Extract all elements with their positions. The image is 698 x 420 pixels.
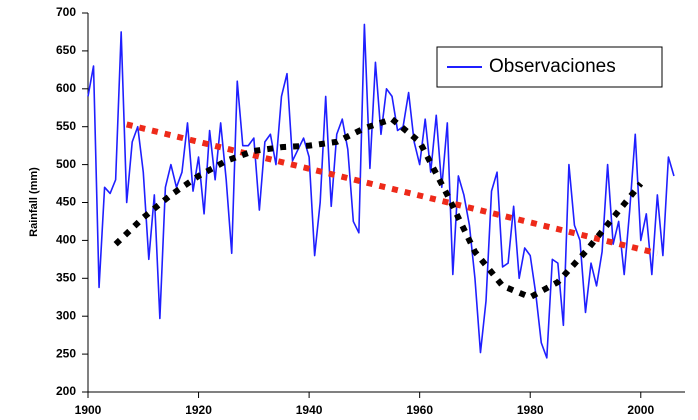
y-tick-label: 300 bbox=[56, 308, 76, 322]
series-line bbox=[113, 116, 644, 301]
y-tick-label: 650 bbox=[56, 43, 76, 57]
x-tick-label: 1980 bbox=[517, 403, 544, 417]
x-tick-label: 1940 bbox=[296, 403, 323, 417]
x-tick-label: 1900 bbox=[75, 403, 102, 417]
x-tick-label: 1960 bbox=[406, 403, 433, 417]
x-tick-label: 2000 bbox=[627, 403, 654, 417]
y-axis-label: Rainfall (mm) bbox=[28, 167, 40, 237]
y-tick-label: 500 bbox=[56, 157, 76, 171]
y-tick-label: 200 bbox=[56, 384, 76, 398]
legend-label: Observaciones bbox=[489, 56, 616, 77]
y-tick-label: 550 bbox=[56, 119, 76, 133]
y-tick-label: 450 bbox=[56, 195, 76, 209]
x-tick-label: 1920 bbox=[185, 403, 212, 417]
series-line bbox=[125, 121, 659, 257]
y-tick-label: 600 bbox=[56, 81, 76, 95]
y-tick-label: 400 bbox=[56, 233, 76, 247]
series-line bbox=[87, 23, 675, 359]
y-tick-label: 250 bbox=[56, 346, 76, 360]
y-tick-label: 350 bbox=[56, 270, 76, 284]
y-tick-label: 700 bbox=[56, 5, 76, 19]
